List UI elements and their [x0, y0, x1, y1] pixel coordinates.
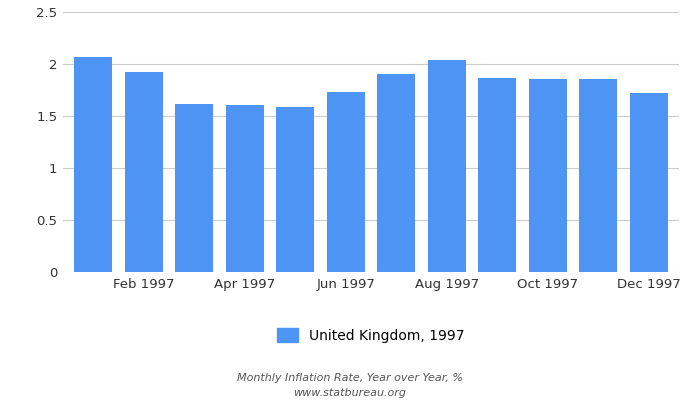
Bar	[478, 78, 516, 272]
Bar	[125, 72, 162, 272]
Bar	[428, 60, 466, 272]
Bar	[74, 57, 112, 272]
Bar	[377, 74, 415, 272]
Legend: United Kingdom, 1997: United Kingdom, 1997	[277, 328, 465, 343]
Bar	[630, 93, 668, 272]
Bar	[276, 107, 314, 272]
Text: Monthly Inflation Rate, Year over Year, %: Monthly Inflation Rate, Year over Year, …	[237, 373, 463, 383]
Bar	[528, 78, 567, 272]
Bar	[580, 78, 617, 272]
Text: www.statbureau.org: www.statbureau.org	[293, 388, 407, 398]
Bar	[175, 104, 214, 272]
Bar	[226, 104, 264, 272]
Bar	[327, 92, 365, 272]
